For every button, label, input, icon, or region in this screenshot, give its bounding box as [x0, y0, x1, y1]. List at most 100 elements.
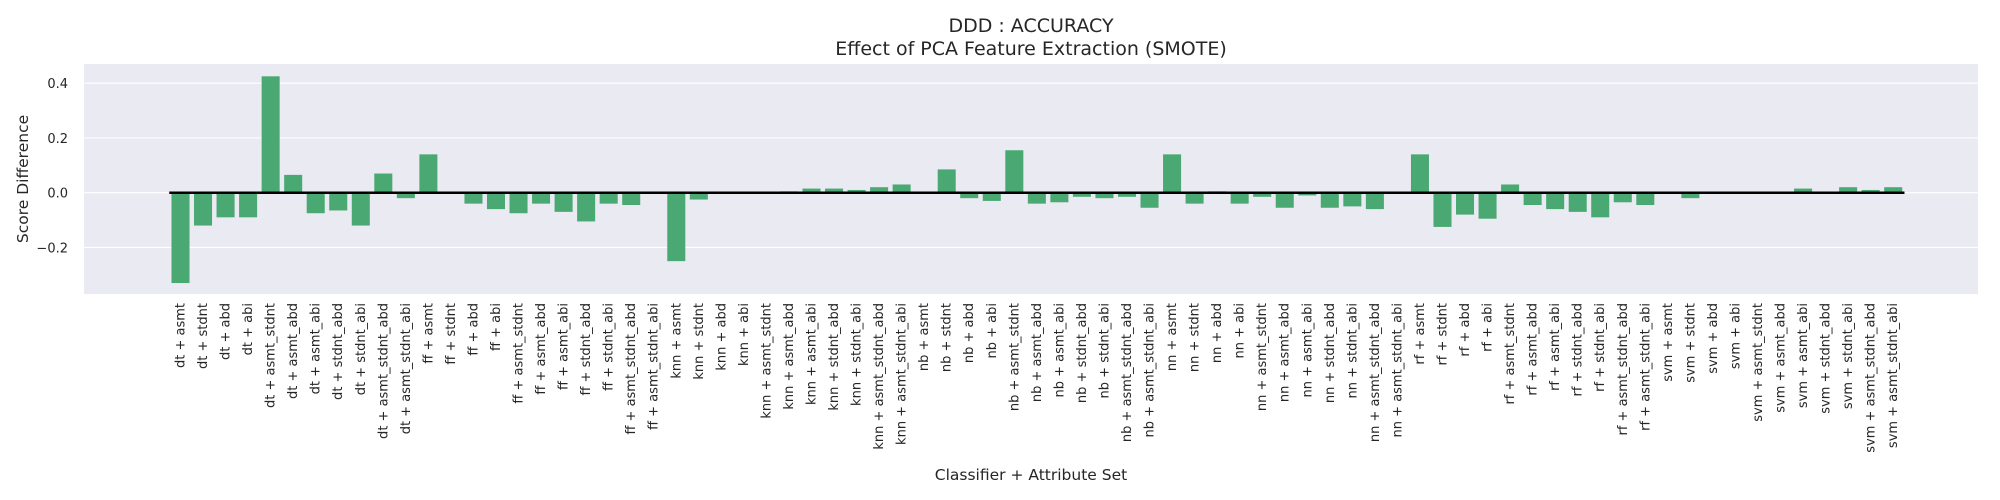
x-tick-label: rf + abd: [1458, 303, 1473, 357]
bar: [1681, 192, 1700, 199]
bar: [396, 192, 415, 199]
x-tick-label: nn + stdnt_abd: [1323, 303, 1338, 403]
x-tick-label: ff + asmt: [421, 303, 436, 364]
bar: [239, 192, 258, 218]
x-tick-label: nb + stdnt_abd: [1075, 303, 1090, 403]
bar: [802, 188, 821, 193]
bar: [1185, 192, 1204, 204]
x-tick-label: rf + stdnt_abd: [1571, 303, 1586, 397]
bar: [1230, 192, 1249, 204]
bar: [1275, 192, 1294, 208]
x-tick-label: ff + asmt_abi: [557, 303, 572, 390]
x-tick-label: knn + stdnt: [692, 303, 707, 380]
x-tick-label: nb + stdnt: [940, 303, 955, 372]
bar: [1117, 192, 1137, 197]
x-tick-label: knn + abd: [714, 303, 729, 371]
x-tick-label: rf + asmt_stdnt_abd: [1616, 303, 1631, 436]
bar: [667, 192, 686, 262]
x-tick-label: svm + asmt_stdnt_abi: [1886, 303, 1901, 448]
x-tick-label: ff + asmt_stdnt: [512, 303, 527, 404]
x-tick-label: knn + asmt_stdnt: [759, 303, 774, 419]
x-tick-label: nn + asmt_abi: [1300, 303, 1315, 397]
bar: [284, 174, 303, 193]
bar: [329, 192, 348, 211]
bar: [1320, 192, 1339, 208]
bar: [532, 192, 551, 204]
x-tick-label: knn + abi: [737, 303, 752, 366]
bar: [1298, 192, 1317, 196]
bar: [825, 188, 844, 193]
bar: [1365, 192, 1384, 210]
x-tick-label: svm + asmt: [1661, 303, 1676, 382]
x-tick-label: nb + asmt_stdnt_abd: [1120, 303, 1135, 442]
x-axis-label: Classifier + Attribute Set: [935, 466, 1127, 484]
bar: [1163, 154, 1182, 193]
bar: [1478, 192, 1497, 219]
x-tick-label: svm + stdnt: [1683, 303, 1698, 383]
x-tick-label: rf + asmt_stdnt_abi: [1638, 303, 1653, 431]
bar: [1253, 192, 1272, 197]
bars: [171, 76, 1903, 284]
y-tick-label: 0.2: [47, 132, 68, 147]
x-tick-label: nb + asmt_abd: [1030, 303, 1045, 402]
bar: [689, 192, 708, 200]
x-tick-label: nn + stdnt_abi: [1345, 303, 1360, 398]
bar: [892, 184, 911, 193]
bar: [261, 76, 280, 193]
bar: [1523, 192, 1542, 206]
x-tick-label: nn + asmt: [1165, 303, 1180, 371]
x-tick-label: ff + asmt_stdnt_abi: [647, 303, 662, 430]
x-tick-label: dt + asmt_stdnt_abi: [399, 303, 414, 434]
x-tick-label: dt + asmt: [174, 303, 189, 368]
x-tick-label: dt + abi: [241, 303, 256, 355]
x-tick-label: rf + asmt_abi: [1548, 303, 1563, 391]
bar: [577, 192, 596, 222]
bar: [1546, 192, 1565, 210]
x-tick-label: nb + asmt_abi: [1052, 303, 1067, 397]
chart-title: DDD : ACCURACY: [948, 15, 1114, 37]
bar: [870, 187, 889, 193]
x-tick-label: nn + asmt_stdnt_abd: [1368, 303, 1383, 442]
x-tick-label: ff + abd: [466, 303, 481, 356]
x-tick-label: nb + stdnt_abi: [1097, 303, 1112, 398]
x-tick-label: knn + asmt_abi: [804, 303, 819, 405]
bar: [351, 192, 370, 226]
x-tick-label: nn + asmt_stdnt_abi: [1390, 303, 1405, 437]
x-tick-label: dt + stdnt_abi: [354, 303, 369, 395]
bar: [1636, 192, 1655, 206]
x-tick-label: svm + asmt_stdnt_abd: [1864, 303, 1879, 453]
x-tick-label: svm + asmt_abi: [1796, 303, 1811, 408]
bar: [1140, 192, 1159, 208]
bar: [1839, 187, 1858, 193]
bar: [847, 189, 866, 193]
x-tick-label: svm + stdnt_abd: [1819, 303, 1834, 414]
x-tick-label: nb + asmt_stdnt: [1007, 303, 1022, 411]
x-tick-label: svm + stdnt_abi: [1841, 303, 1856, 409]
bar: [216, 192, 235, 218]
bar: [1794, 188, 1813, 193]
bar: [1433, 192, 1452, 227]
bar: [599, 192, 618, 204]
x-tick-label: ff + stdnt_abd: [579, 303, 594, 396]
x-tick-label: dt + asmt_abd: [286, 303, 301, 399]
x-tick-label: knn + stdnt_abi: [850, 303, 865, 406]
x-tick-label: ff + stdnt_abi: [602, 303, 617, 391]
x-tick-label: rf + asmt: [1413, 303, 1428, 365]
x-tick-label: ff + asmt_stdnt_abd: [624, 303, 639, 435]
chart-subtitle: Effect of PCA Feature Extraction (SMOTE): [835, 38, 1227, 60]
bar: [982, 192, 1001, 201]
x-tick-label: rf + stdnt_abi: [1593, 303, 1608, 392]
bar: [464, 192, 483, 204]
x-tick-label: nb + abi: [985, 303, 1000, 358]
bar: [306, 192, 325, 214]
x-tick-label: svm + abi: [1728, 303, 1743, 369]
x-tick-label: nb + asmt_stdnt_abi: [1143, 303, 1158, 437]
x-tick-label: nb + abd: [962, 303, 977, 363]
y-axis-label: Score Difference: [14, 115, 32, 243]
bar: [1343, 192, 1362, 207]
x-tick-label: nn + asmt_stdnt: [1255, 303, 1270, 411]
bar: [554, 192, 573, 212]
x-tick-label: nn + stdnt: [1188, 303, 1203, 372]
bar: [1884, 187, 1903, 193]
